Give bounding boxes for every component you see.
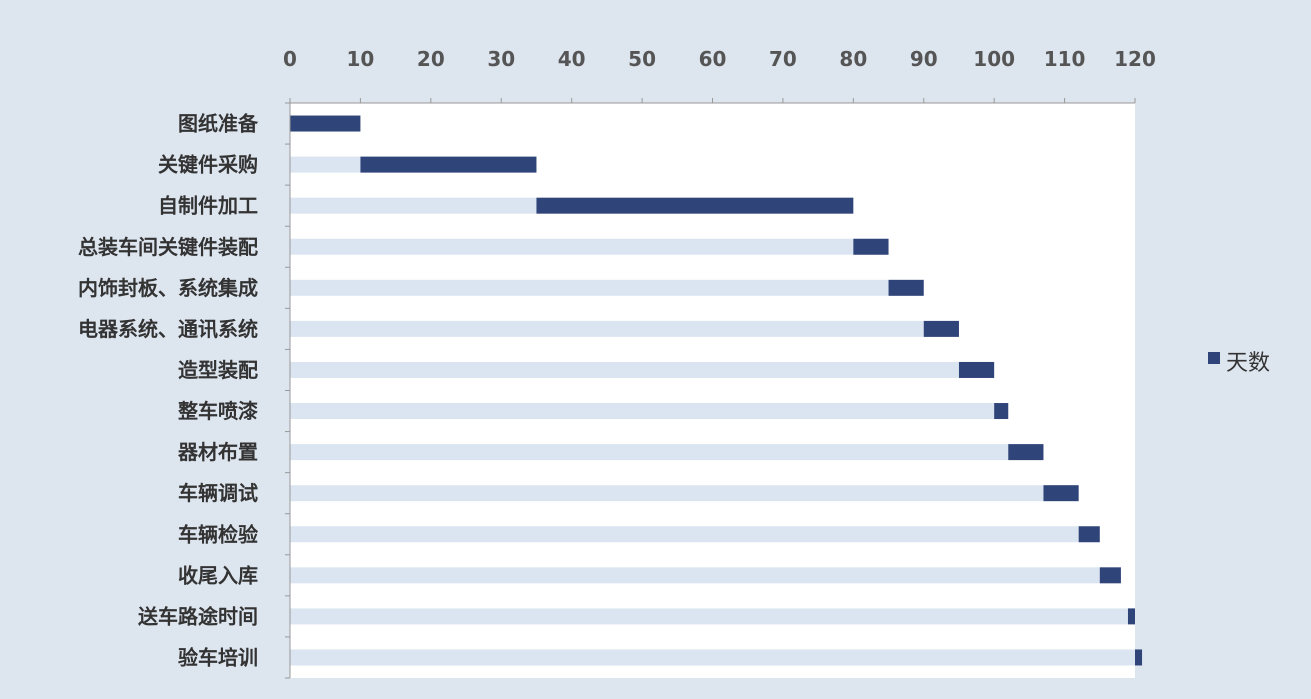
x-tick-label: 110 — [1044, 47, 1086, 71]
offset-bar — [290, 361, 959, 378]
x-tick-label: 20 — [417, 47, 445, 71]
duration-bar — [1135, 649, 1143, 666]
duration-bar — [1099, 567, 1121, 584]
duration-bar — [923, 320, 959, 337]
x-tick-label: 0 — [283, 47, 297, 71]
duration-bar — [536, 197, 854, 214]
offset-bar — [290, 238, 854, 255]
offset-bar — [290, 197, 537, 214]
category-label: 整车喷漆 — [177, 399, 258, 423]
duration-bar — [1078, 526, 1100, 543]
x-tick-label: 80 — [839, 47, 867, 71]
axes — [285, 98, 1136, 679]
category-label: 自制件加工 — [158, 194, 258, 218]
category-label: 图纸准备 — [178, 112, 259, 136]
offset-bar — [290, 649, 1135, 666]
duration-bar — [888, 279, 924, 296]
duration-bar — [1043, 485, 1079, 502]
duration-bar — [290, 115, 361, 132]
y-tick-labels: 图纸准备关键件采购自制件加工总装车间关键件装配内饰封板、系统集成电器系统、通讯系… — [78, 112, 259, 670]
category-label: 关键件采购 — [158, 153, 258, 177]
category-label: 车辆检验 — [178, 522, 258, 546]
x-tick-label: 90 — [910, 47, 938, 71]
legend: 天数 — [1208, 351, 1270, 376]
category-label: 电器系统、通讯系统 — [78, 317, 258, 341]
category-label: 验车培训 — [178, 645, 258, 669]
duration-bar — [958, 361, 995, 378]
offset-bar — [290, 526, 1079, 543]
legend-label: 天数 — [1226, 351, 1270, 376]
x-tick-label: 40 — [558, 47, 586, 71]
duration-bar — [360, 156, 537, 173]
plot-area — [290, 103, 1135, 678]
duration-bar — [1008, 444, 1044, 461]
category-label: 送车路途时间 — [138, 604, 258, 628]
duration-bar — [994, 403, 1009, 420]
offset-bar — [290, 156, 361, 173]
offset-bar — [290, 279, 889, 296]
category-label: 造型装配 — [178, 358, 258, 382]
offset-bar — [290, 485, 1044, 502]
x-tick-label: 100 — [973, 47, 1015, 71]
offset-bars — [290, 156, 1135, 666]
category-label: 车辆调试 — [178, 481, 258, 505]
duration-bar — [1127, 608, 1135, 625]
offset-bar — [290, 403, 995, 420]
category-label: 器材布置 — [177, 440, 258, 464]
x-tick-label: 60 — [699, 47, 727, 71]
x-tick-labels: 0 10 20 30 40 50 60 70 80 90 100 110 120 — [283, 47, 1156, 71]
x-tick-label: 10 — [346, 47, 374, 71]
offset-bar — [290, 320, 924, 337]
offset-bar — [290, 567, 1100, 584]
x-tick-label: 70 — [769, 47, 797, 71]
category-label: 总装车间关键件装配 — [78, 235, 258, 259]
duration-bars — [290, 115, 1143, 666]
legend-swatch — [1208, 352, 1220, 364]
x-tick-label: 30 — [487, 47, 515, 71]
category-label: 收尾入库 — [178, 563, 258, 587]
offset-bar — [290, 444, 1009, 461]
category-label: 内饰封板、系统集成 — [78, 276, 258, 300]
duration-bar — [853, 238, 889, 255]
x-tick-label: 120 — [1114, 47, 1156, 71]
offset-bar — [290, 608, 1128, 625]
x-tick-label: 50 — [628, 47, 656, 71]
